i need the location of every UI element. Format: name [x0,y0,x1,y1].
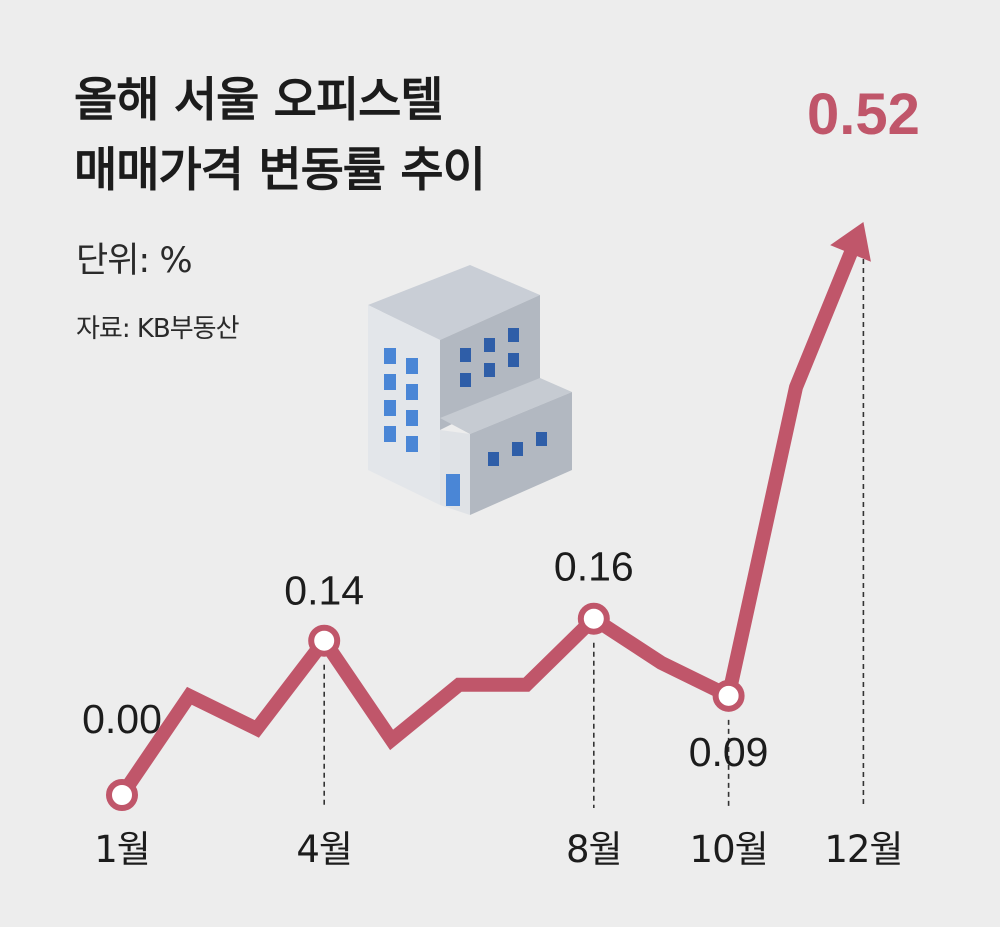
data-value-label: 0.16 [554,544,634,590]
series-line [116,247,859,799]
title-line-2: 매매가격 변동률 추이 [74,143,486,198]
chart-title: 올해 서울 오피스텔 매매가격 변동률 추이 [74,66,486,206]
x-tick-label: 10월 [690,828,768,871]
office-building-icon [368,265,572,515]
data-point-marker [712,679,745,712]
data-value-label: 0.09 [689,729,769,775]
data-point-marker [308,624,341,657]
highlight-value-label: 0.52 [807,82,920,147]
drop-lines [323,250,865,808]
data-point-marker [106,779,138,811]
value-labels: 0.00 0.14 0.16 0.09 0.52 [82,82,920,775]
x-tick-label: 12월 [824,828,902,871]
x-tick-label: 1월 [94,828,150,871]
series-line-group [116,222,871,799]
data-value-label: 0.00 [82,696,162,742]
x-tick-label: 4월 [296,828,352,871]
point-markers [106,602,745,811]
title-line-1: 올해 서울 오피스텔 [74,73,444,128]
data-point-marker [577,602,610,635]
x-tick-labels: 1월 4월 8월 10월 12월 [94,828,903,871]
unit-label: 단위: % [76,241,193,281]
source-label: 자료: KB부동산 [76,314,240,344]
data-value-label: 0.14 [284,568,364,614]
x-tick-label: 8월 [566,828,622,871]
series-arrowhead [830,222,871,262]
